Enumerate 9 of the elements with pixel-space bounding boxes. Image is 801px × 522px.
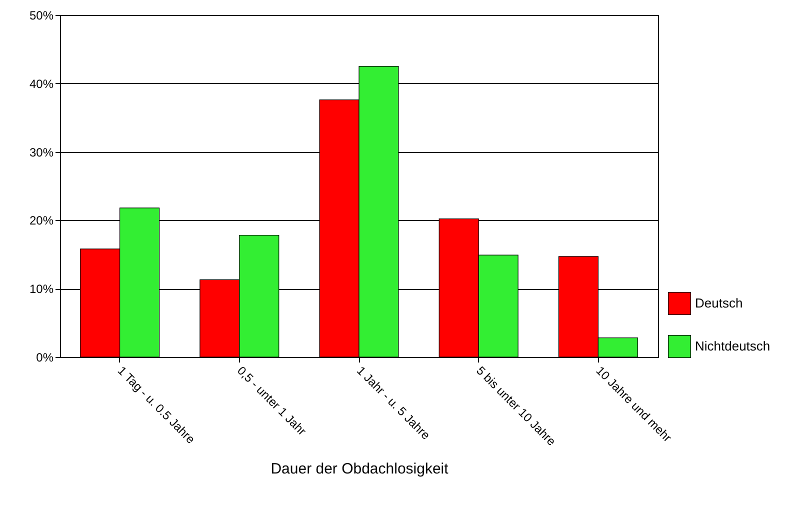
x-axis-title: Dauer der Obdachlosigkeit [270, 460, 450, 478]
legend-label: Deutsch [695, 296, 743, 310]
y-tick-label: 10% [29, 282, 54, 296]
y-tick-label: 50% [29, 8, 54, 22]
legend-label: Nichtdeutsch [695, 338, 770, 354]
y-tick-label: 30% [29, 145, 54, 160]
y-tick-label: 40% [29, 76, 54, 91]
y-tick-label: 0% [36, 350, 54, 364]
y-tick-label: 20% [29, 214, 54, 228]
